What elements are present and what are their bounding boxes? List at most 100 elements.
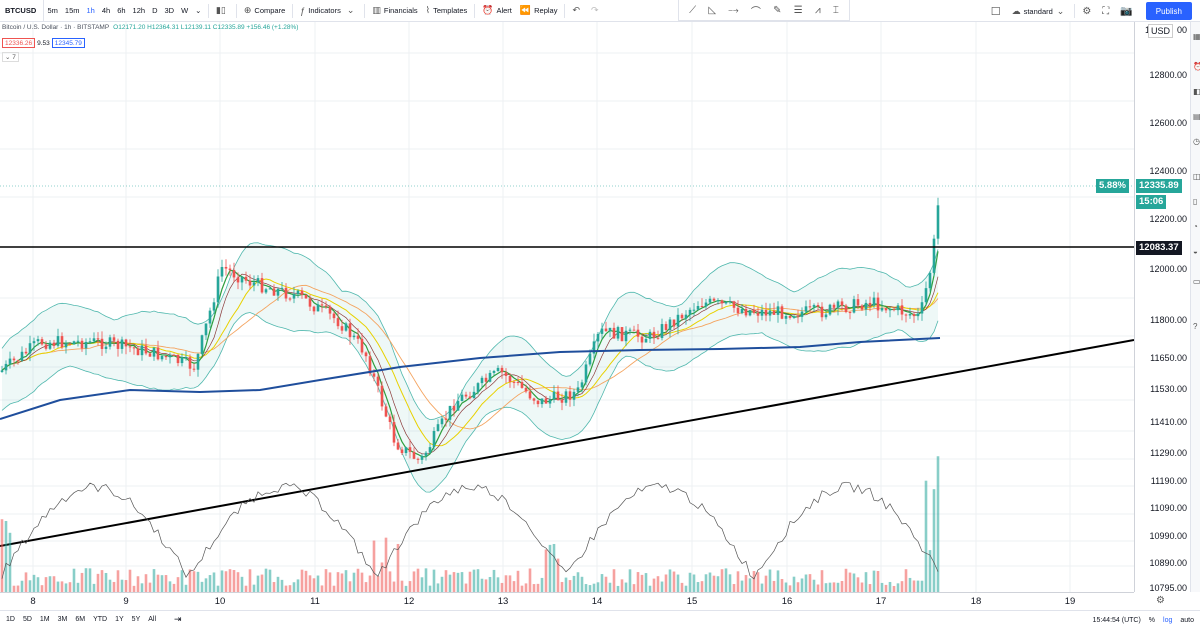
candle-body [764,309,768,316]
volume-bar [696,582,700,592]
volume-bar [880,582,884,592]
compare-button[interactable]: ⊕ Compare [240,0,289,22]
volume-bar [100,570,104,592]
watchlist-icon[interactable]: ▦ [1193,32,1200,41]
layout-select[interactable]: ☁ standard ⌄ [1008,0,1072,22]
log-scale-toggle[interactable]: log [1163,616,1173,624]
candle-body [340,326,344,331]
range-1d[interactable]: 1D [6,616,15,623]
volume-bar [720,569,724,592]
interval-15m[interactable]: 15m [64,6,80,15]
candle-body [312,306,316,312]
volume-bar [72,568,76,592]
range-ytd[interactable]: YTD [93,616,108,623]
price-axis[interactable]: 1300 12800.00 12600.00 12400.00 12200.00… [1134,22,1190,593]
volume-bar [544,549,548,592]
publish-button[interactable]: Publish [1145,2,1192,20]
fullscreen-button[interactable]: ⛶ [1098,0,1116,22]
order-panel-icon[interactable]: ▭ [1193,277,1200,286]
replay-button[interactable]: ⏪ Replay [516,0,562,22]
volume-bar [244,585,248,592]
candle-body [280,287,284,289]
interval-w[interactable]: W [181,6,189,15]
brush-icon[interactable]: ✎ [773,4,782,16]
financials-button[interactable]: ▥ Financials [368,0,421,22]
notifications-icon[interactable]: ◒ [1193,247,1198,256]
chat-icon[interactable]: ◔ [1193,222,1198,231]
trend-line-icon[interactable]: ⟋ [689,4,697,16]
redo-button[interactable]: ↷ [587,0,606,22]
volume-bar [640,574,644,592]
goto-date-icon[interactable]: ⇥ [174,614,182,624]
buy-price-button[interactable]: 12345.79 [51,38,85,48]
interval-4h[interactable]: 4h [101,6,111,15]
hotlist-icon[interactable]: ▤ [1193,112,1200,121]
range-3m[interactable]: 3M [57,616,68,623]
candle-body [904,314,908,316]
sell-price-button[interactable]: 12336.26 [2,38,36,48]
pattern-icon[interactable]: ⩘ [814,4,821,16]
symbol-search[interactable]: BTCUSD [0,0,44,22]
range-6m[interactable]: 6M [75,616,86,623]
help-icon[interactable]: ? [1193,322,1198,331]
triangle-pattern-icon[interactable]: ◺ [708,4,717,16]
volume-bar [540,577,544,592]
streams-icon[interactable]: ▯ [1193,197,1198,206]
alerts-icon[interactable]: ⏰ [1193,62,1200,71]
volume-bar [268,569,272,592]
snapshot-button[interactable]: 📷 [1116,0,1139,22]
volume-bar [464,583,468,592]
candle-body [308,298,312,307]
undo-button[interactable]: ↶ [568,0,587,22]
interval-1h[interactable]: 1h [86,6,95,15]
gear-icon[interactable]: ⚙ [1156,595,1165,606]
templates-button[interactable]: ⌇ Templates [422,0,472,22]
interval-d[interactable]: D [152,6,158,15]
interval-12h[interactable]: 12h [132,6,146,15]
data-window-icon[interactable]: ◧ [1193,87,1200,96]
curve-icon[interactable]: ⌒ [750,6,761,18]
range-1y[interactable]: 1Y [115,616,124,623]
toolbar-divider [364,3,366,18]
range-1m[interactable]: 1M [39,616,50,623]
volume-bar [592,583,596,592]
candle-body [68,343,72,345]
candle-body [780,306,784,319]
volume-bar [684,585,688,592]
ideas-icon[interactable]: ◫ [1193,172,1200,181]
chart-type-button[interactable]: ▮▯ [212,0,233,22]
alert-button[interactable]: ⏰ Alert [478,0,516,22]
bollinger-upper-band [1,242,939,421]
candle-body [412,451,416,459]
range-5y[interactable]: 5Y [131,616,141,623]
range-all[interactable]: All [148,616,157,623]
time-axis[interactable]: 8 9 10 11 12 13 14 15 16 17 18 19 [0,592,1134,610]
volume-bar [508,575,512,592]
interval-5m[interactable]: 5m [47,6,58,15]
candle-body [0,370,4,372]
candle-body [160,355,164,360]
candle-body [700,306,704,308]
candle-body [40,339,44,345]
volume-bar [160,575,164,592]
calendar-icon[interactable]: ◷ [1193,137,1200,146]
candle-body [224,266,228,269]
indicator-collapse-button[interactable]: ⌄ 7 [2,52,19,62]
measure-icon[interactable]: ⌶ [832,4,839,16]
candle-body [60,336,64,348]
interval-3d[interactable]: 3D [164,6,175,15]
indicators-button[interactable]: ƒ Indicators ⌄ [296,0,361,22]
settings-button[interactable]: ⚙ [1078,0,1098,22]
fib-retracement-icon[interactable]: ☰ [793,4,803,16]
utc-clock[interactable]: 15:44:54 (UTC) [1092,616,1141,624]
moving-average-long [0,337,941,420]
interval-6h[interactable]: 6h [117,6,126,15]
percent-scale-toggle[interactable]: % [1148,616,1156,624]
arrow-line-icon[interactable]: ⤍ [728,4,739,16]
price-chart[interactable] [0,22,1134,592]
currency-button[interactable]: USD [1148,24,1174,38]
auto-scale-toggle[interactable]: auto [1180,616,1194,624]
fullscreen-square-icon[interactable]: ☐ [987,0,1008,22]
range-5d[interactable]: 5D [22,616,32,623]
interval-dropdown-icon[interactable]: ⌄ [195,6,202,15]
